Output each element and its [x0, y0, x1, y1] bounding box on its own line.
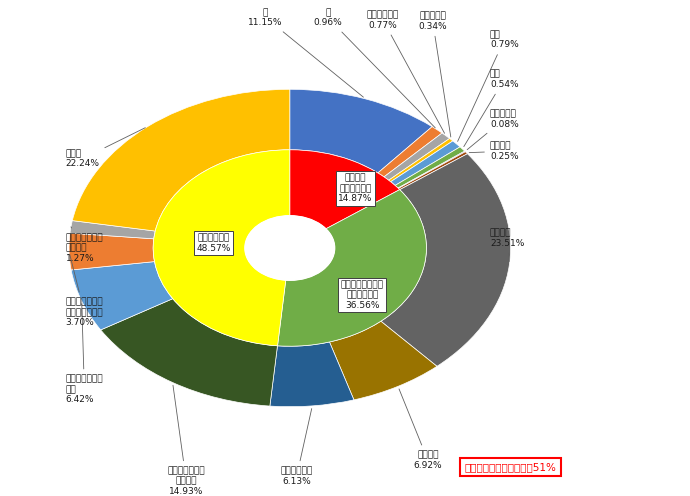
- Text: その他
22.24%: その他 22.24%: [66, 127, 146, 169]
- Text: 食べ残し
6.92%: 食べ残し 6.92%: [399, 389, 442, 470]
- Text: かん
0.79%: かん 0.79%: [457, 30, 519, 141]
- Wedge shape: [270, 342, 354, 407]
- Wedge shape: [398, 151, 465, 188]
- Wedge shape: [101, 299, 277, 406]
- Wedge shape: [290, 89, 432, 173]
- Text: ペットボトル
0.77%: ペットボトル 0.77%: [367, 10, 444, 133]
- Wedge shape: [384, 133, 450, 180]
- Wedge shape: [330, 321, 437, 400]
- Text: 資源化できない
プラスチック類
3.70%: 資源化できない プラスチック類 3.70%: [66, 254, 104, 327]
- Text: 小型家電等
0.08%: 小型家電等 0.08%: [467, 109, 519, 150]
- Text: 手付かず食品
6.13%: 手付かず食品 6.13%: [281, 409, 313, 486]
- Wedge shape: [398, 152, 467, 189]
- Wedge shape: [153, 150, 290, 346]
- Wedge shape: [277, 189, 426, 346]
- Wedge shape: [70, 221, 155, 239]
- Wedge shape: [69, 233, 155, 270]
- Wedge shape: [378, 126, 442, 177]
- Text: その他のごみ
48.57%: その他のごみ 48.57%: [197, 233, 231, 253]
- Wedge shape: [72, 89, 290, 231]
- Wedge shape: [290, 150, 400, 229]
- Wedge shape: [391, 141, 460, 186]
- Wedge shape: [71, 261, 172, 330]
- Text: 削減が見込めるものは約51%: 削減が見込めるものは約51%: [464, 462, 557, 472]
- Text: 紙
11.15%: 紙 11.15%: [248, 8, 364, 97]
- Text: 調理くず
23.51%: 調理くず 23.51%: [490, 228, 524, 261]
- Circle shape: [245, 216, 335, 280]
- Text: 布
0.96%: 布 0.96%: [313, 8, 435, 128]
- Text: 減量の取り組みが
見込めるもの
36.56%: 減量の取り組みが 見込めるもの 36.56%: [341, 280, 384, 310]
- Text: 資源化できない
紙類
6.42%: 資源化できない 紙類 6.42%: [66, 304, 104, 404]
- Text: 資源化できない
不燃物類
1.27%: 資源化できない 不燃物類 1.27%: [66, 227, 104, 263]
- Text: 蛍光管等
0.25%: 蛍光管等 0.25%: [469, 141, 518, 161]
- Text: びん
0.54%: びん 0.54%: [464, 69, 518, 147]
- Text: 白色トレイ
0.34%: 白色トレイ 0.34%: [418, 11, 451, 137]
- Wedge shape: [381, 154, 511, 367]
- Wedge shape: [395, 147, 464, 188]
- Wedge shape: [388, 138, 453, 182]
- Text: 資源化が
見込めるもの
14.87%: 資源化が 見込めるもの 14.87%: [338, 174, 373, 203]
- Text: プラスチック製
容器包装
14.93%: プラスチック製 容器包装 14.93%: [168, 385, 205, 496]
